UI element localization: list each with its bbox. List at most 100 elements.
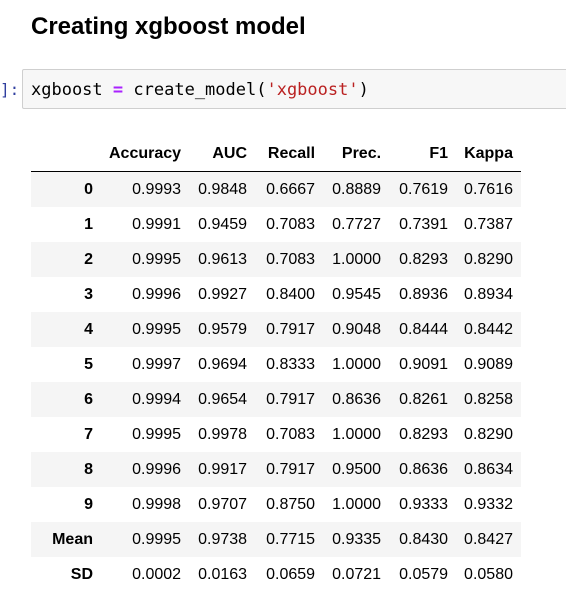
- table-cell: 0.9996: [132, 460, 182, 478]
- table-cell: 0.9613: [198, 250, 248, 268]
- table-cell: 0.8258: [464, 390, 513, 408]
- table-cell: 0.9995: [132, 250, 182, 268]
- table-cell: 0.9333: [399, 495, 449, 513]
- table-row: 0 0.9993 0.9848 0.6667 0.8889 0.7619 0.7616: [31, 171, 521, 207]
- table-cell: 0.7917: [266, 320, 316, 338]
- row-index-label: 0: [84, 180, 93, 198]
- table-row: 7 0.9995 0.9978 0.7083 1.0000 0.8293 0.8290: [31, 417, 521, 452]
- section-heading: Creating xgboost model: [31, 13, 306, 40]
- table-cell: 0.9694: [198, 355, 248, 373]
- table-cell: 0.8636: [399, 460, 449, 478]
- table-cell: 0.9579: [198, 320, 248, 338]
- table-cell: 0.8427: [464, 530, 513, 548]
- row-index-label: Mean: [52, 530, 93, 548]
- table-cell: 0.9995: [132, 320, 182, 338]
- table-cell: 0.8261: [399, 390, 449, 408]
- table-cell: 1.0000: [332, 355, 382, 373]
- table-row: 3 0.9996 0.9927 0.8400 0.9545 0.8936 0.8934: [31, 277, 521, 312]
- table-cell: 0.6667: [266, 180, 316, 198]
- table-cell: 0.7391: [399, 215, 449, 233]
- table-cell: 0.9991: [132, 215, 182, 233]
- table-cell: 0.9707: [198, 495, 248, 513]
- row-index-label: SD: [70, 565, 93, 583]
- column-header-f1: F1: [389, 136, 457, 172]
- table-cell: 0.9978: [198, 425, 248, 443]
- code-variable: xgboost: [31, 80, 103, 100]
- table-cell: 0.0659: [266, 565, 316, 583]
- code-cell[interactable]: xgboost = create_model('xgboost'): [22, 69, 566, 109]
- table-cell: 0.9995: [132, 425, 182, 443]
- table-cell: 0.7727: [332, 215, 382, 233]
- table-cell: 0.7917: [266, 460, 316, 478]
- table-cell: 0.7083: [266, 215, 316, 233]
- table-cell: 0.9994: [132, 390, 182, 408]
- table-cell: 0.8430: [399, 530, 449, 548]
- table-row: SD 0.0002 0.0163 0.0659 0.0721 0.0579 0.0580: [31, 557, 521, 590]
- column-header-precision: Prec.: [323, 136, 390, 172]
- table-cell: 1.0000: [332, 495, 382, 513]
- table-cell: 0.8936: [399, 285, 449, 303]
- table-cell: 0.9848: [198, 180, 248, 198]
- table-cell: 0.0163: [198, 565, 248, 583]
- table-row: 5 0.9997 0.9694 0.8333 1.0000 0.9091 0.9089: [31, 347, 521, 382]
- table-row: 6 0.9994 0.9654 0.7917 0.8636 0.8261 0.8258: [31, 382, 521, 417]
- table-cell: 0.8293: [399, 425, 449, 443]
- table-cell: 0.9091: [399, 355, 449, 373]
- table-cell: 0.8290: [464, 425, 513, 443]
- table-cell: 0.7083: [266, 250, 316, 268]
- table-cell: 0.9545: [332, 285, 382, 303]
- table-cell: 0.9738: [198, 530, 248, 548]
- row-index-label: 7: [84, 425, 93, 443]
- code-close-paren: ): [358, 80, 369, 100]
- table-cell: 0.8934: [464, 285, 513, 303]
- results-table: Accuracy AUC Recall Prec. F1 Kappa 0 0.99…: [31, 136, 521, 590]
- table-cell: 0.8293: [399, 250, 449, 268]
- table-cell: 0.9998: [132, 495, 182, 513]
- table-cell: 0.7619: [399, 180, 449, 198]
- table-cell: 1.0000: [332, 425, 382, 443]
- table-cell: 0.7917: [266, 390, 316, 408]
- code-line[interactable]: xgboost = create_model('xgboost'): [31, 80, 369, 100]
- table-cell: 0.8889: [332, 180, 382, 198]
- table-cell: 0.0579: [399, 565, 449, 583]
- table-cell: 0.8400: [266, 285, 316, 303]
- table-cell: 0.7083: [266, 425, 316, 443]
- input-prompt: ]:: [0, 80, 20, 99]
- row-index-label: 6: [84, 390, 93, 408]
- table-cell: 0.0002: [132, 565, 182, 583]
- table-cell: 0.0580: [464, 565, 513, 583]
- table-cell: 0.8290: [464, 250, 513, 268]
- table-cell: 0.8634: [464, 460, 513, 478]
- table-header: Accuracy AUC Recall Prec. F1 Kappa: [31, 136, 521, 172]
- table-cell: 0.7715: [266, 530, 316, 548]
- code-string-arg: 'xgboost': [266, 80, 359, 100]
- table-cell: 1.0000: [332, 250, 382, 268]
- row-index-label: 5: [84, 355, 93, 373]
- table-cell: 0.9917: [198, 460, 248, 478]
- table-row: 9 0.9998 0.9707 0.8750 1.0000 0.9333 0.9332: [31, 487, 521, 522]
- code-operator: =: [112, 80, 124, 100]
- table-cell: 0.9089: [464, 355, 513, 373]
- table-row: 8 0.9996 0.9917 0.7917 0.9500 0.8636 0.8634: [31, 452, 521, 487]
- column-header-auc: AUC: [189, 136, 256, 172]
- row-index-label: 4: [84, 320, 93, 338]
- row-index-label: 3: [84, 285, 93, 303]
- table-cell: 0.9996: [132, 285, 182, 303]
- table-cell: 0.8333: [266, 355, 316, 373]
- table-cell: 0.9995: [132, 530, 182, 548]
- table-cell: 0.9997: [132, 355, 182, 373]
- row-index-label: 9: [84, 495, 93, 513]
- table-cell: 0.7387: [464, 215, 513, 233]
- table-row: Mean 0.9995 0.9738 0.7715 0.9335 0.8430 0.8427: [31, 522, 521, 557]
- table-cell: 0.9500: [332, 460, 382, 478]
- table-row: 2 0.9995 0.9613 0.7083 1.0000 0.8293 0.8290: [31, 242, 521, 277]
- table-cell: 0.9332: [464, 495, 513, 513]
- code-function: create_model(: [133, 80, 267, 100]
- row-index-label: 2: [84, 250, 93, 268]
- header-row: Accuracy AUC Recall Prec. F1 Kappa: [31, 136, 521, 172]
- column-header-kappa: Kappa: [456, 136, 521, 172]
- row-index-label: 1: [84, 215, 93, 233]
- column-header-recall: Recall: [255, 136, 324, 172]
- table-cell: 0.9048: [332, 320, 382, 338]
